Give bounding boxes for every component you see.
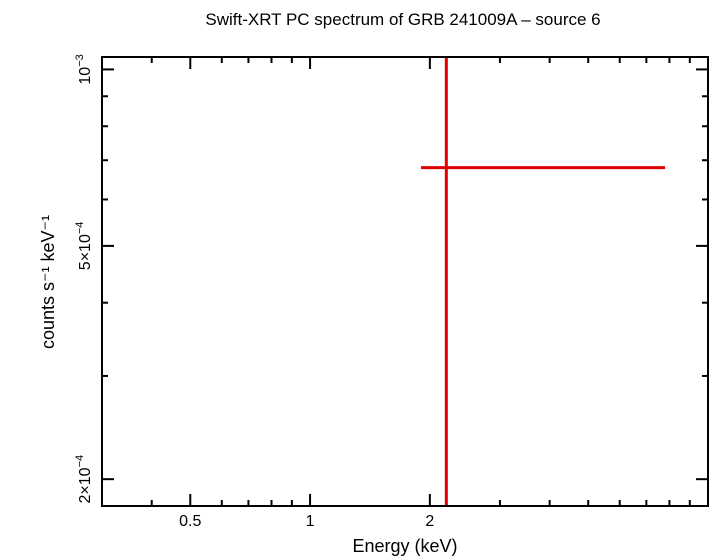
y-axis-label: counts s⁻¹ keV⁻¹ (38, 215, 58, 349)
y-tick-label-exponent: −4 (74, 455, 86, 468)
x-tick-label: 2 (425, 513, 434, 530)
y-tick-label-base: 2×10 (77, 467, 94, 503)
x-tick-label: 1 (306, 513, 315, 530)
y-tick-label: 2×10−4 (74, 455, 94, 504)
y-tick-label-exponent: −4 (74, 222, 86, 235)
y-axis-ticks: 2×10−45×10−410−3 (74, 54, 708, 503)
y-tick-label: 10−3 (74, 54, 94, 84)
y-tick-label: 5×10−4 (74, 222, 94, 271)
y-tick-label-base: 5×10 (77, 234, 94, 270)
x-axis-label: Energy (keV) (352, 536, 457, 556)
x-tick-label: 0.5 (179, 513, 201, 530)
x-axis-ticks: 0.5 1 2 (179, 57, 434, 530)
chart-title: Swift-XRT PC spectrum of GRB 241009A – s… (205, 10, 600, 29)
y-tick-label-exponent: −3 (74, 54, 86, 67)
x-minor-ticks (150, 57, 691, 506)
data-series (420, 57, 666, 506)
y-minor-ticks (102, 95, 708, 377)
y-tick-label-base: 10 (77, 67, 94, 85)
plot-frame (101, 56, 709, 507)
